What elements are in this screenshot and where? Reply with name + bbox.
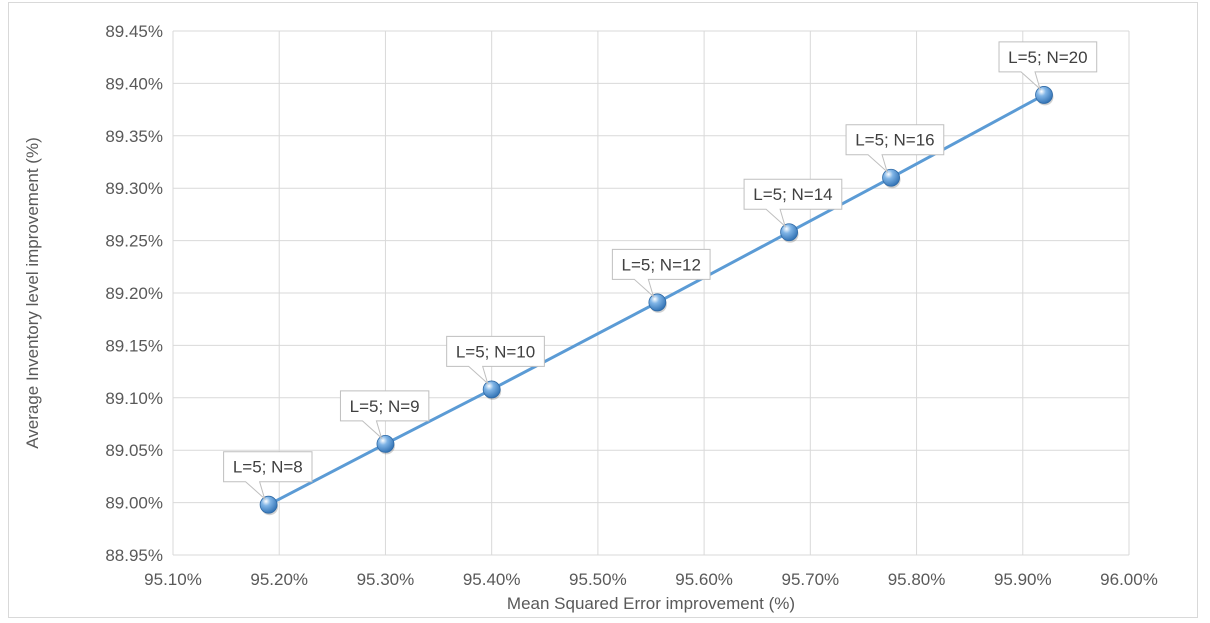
chart-area — [8, 2, 1198, 618]
x-tick-label: 95.80% — [888, 570, 946, 589]
data-series — [259, 86, 1054, 516]
y-tick-label: 89.40% — [105, 74, 163, 93]
data-point — [376, 435, 395, 453]
x-tick-label: 95.50% — [569, 570, 627, 589]
data-label-box — [339, 390, 430, 440]
data-label-callout: L=5; N=16 — [845, 124, 945, 174]
data-label-box — [446, 335, 545, 385]
data-label-box — [845, 124, 945, 174]
data-label-callout: L=5; N=9 — [339, 390, 430, 440]
data-label: L=5; N=8 — [233, 458, 303, 477]
y-tick-label: 89.10% — [105, 389, 163, 408]
data-label-callout: L=5; N=14 — [743, 178, 843, 228]
data-label-box — [998, 41, 1098, 91]
x-tick-label: 96.00% — [1100, 570, 1158, 589]
data-label: L=5; N=20 — [1008, 48, 1087, 67]
x-tick-label: 95.20% — [250, 570, 308, 589]
x-tick-label: 95.90% — [994, 570, 1052, 589]
data-labels: L=5; N=8 L=5; N=9 L=5; N=10 L=5; N=12 L=5; N… — [223, 41, 1098, 501]
data-label-box — [223, 451, 313, 501]
x-tick-label: 95.30% — [357, 570, 415, 589]
data-label: L=5; N=9 — [350, 397, 420, 416]
data-point — [648, 293, 667, 312]
x-tick-label: 95.70% — [781, 570, 839, 589]
data-point — [482, 380, 501, 399]
x-axis-title: Mean Squared Error improvement (%) — [507, 594, 795, 613]
data-label-callout: L=5; N=12 — [611, 248, 711, 298]
y-tick-label: 89.35% — [105, 127, 163, 146]
y-tick-label: 89.00% — [105, 494, 163, 513]
data-label: L=5; N=12 — [622, 255, 701, 274]
data-label-callout: L=5; N=20 — [998, 41, 1098, 91]
data-point — [882, 168, 900, 187]
y-tick-label: 89.15% — [105, 336, 163, 355]
x-tick-label: 95.60% — [675, 570, 733, 589]
data-label-callout: L=5; N=10 — [446, 335, 545, 385]
data-label: L=5; N=10 — [456, 342, 535, 361]
data-label-box — [743, 178, 843, 228]
y-tick-label: 89.45% — [105, 22, 163, 41]
y-tick-label: 89.20% — [105, 284, 163, 303]
x-axis-tick-labels: 95.10% 95.20% 95.30% 95.40% 95.50% 95.60% 95.7… — [144, 570, 1158, 589]
data-label: L=5; N=16 — [855, 131, 934, 150]
y-axis-title: Average Inventory level improvement (%) — [23, 137, 42, 449]
data-label: L=5; N=14 — [753, 185, 832, 204]
y-tick-label: 89.30% — [105, 179, 163, 198]
data-point — [780, 223, 798, 242]
data-point — [1035, 86, 1053, 104]
y-axis-tick-labels: 89.45% 89.40% 89.35% 89.30% 89.25% 89.20% 89.1… — [105, 22, 163, 565]
data-label-callout: L=5; N=8 — [223, 451, 313, 501]
y-tick-label: 89.25% — [105, 232, 163, 251]
x-tick-label: 95.40% — [463, 570, 521, 589]
data-point — [259, 495, 278, 514]
x-tick-label: 95.10% — [144, 570, 202, 589]
gridlines — [172, 30, 1130, 556]
y-tick-label: 88.95% — [105, 546, 163, 565]
y-tick-label: 89.05% — [105, 441, 163, 460]
data-label-box — [611, 248, 711, 298]
